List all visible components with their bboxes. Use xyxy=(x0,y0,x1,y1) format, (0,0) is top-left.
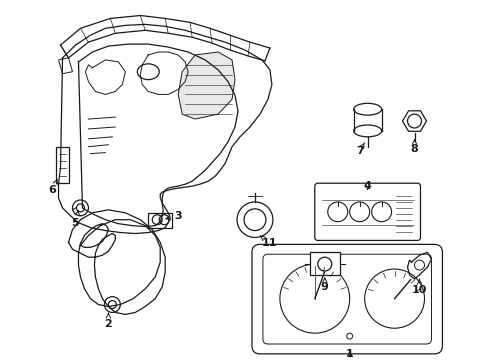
Polygon shape xyxy=(178,52,235,119)
Text: 5: 5 xyxy=(72,211,79,228)
Polygon shape xyxy=(56,147,68,183)
Text: 1: 1 xyxy=(345,349,353,359)
FancyBboxPatch shape xyxy=(251,244,442,354)
Text: 11: 11 xyxy=(260,235,277,248)
Text: 8: 8 xyxy=(410,140,418,154)
Text: 2: 2 xyxy=(104,313,112,329)
Polygon shape xyxy=(148,213,172,228)
Polygon shape xyxy=(309,252,339,275)
Text: 3: 3 xyxy=(165,211,182,221)
Text: 6: 6 xyxy=(48,180,57,195)
Text: 10: 10 xyxy=(411,279,427,295)
FancyBboxPatch shape xyxy=(314,183,420,240)
Polygon shape xyxy=(402,111,426,131)
Text: 7: 7 xyxy=(355,143,364,156)
Text: 9: 9 xyxy=(320,278,328,292)
Text: 4: 4 xyxy=(363,181,371,191)
